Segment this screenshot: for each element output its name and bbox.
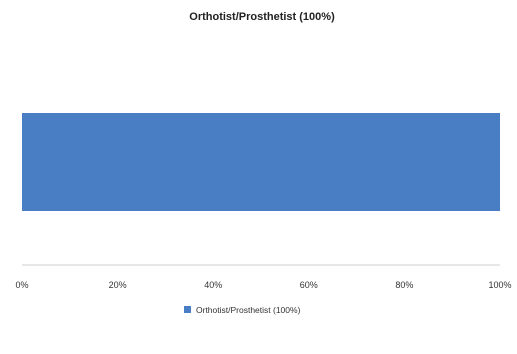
chart-title: Orthotist/Prosthetist (100%) — [189, 11, 335, 23]
x-tick-label: 40% — [204, 280, 222, 290]
x-tick-label: 20% — [109, 280, 127, 290]
legend: Orthotist/Prosthetist (100%) — [184, 305, 301, 315]
bars-group — [22, 113, 500, 211]
x-tick-label: 0% — [15, 280, 28, 290]
bar-0-0 — [22, 113, 500, 211]
x-tick-label: 60% — [300, 280, 318, 290]
legend-label: Orthotist/Prosthetist (100%) — [196, 305, 301, 315]
x-tick-label: 100% — [488, 280, 511, 290]
legend-swatch — [184, 306, 191, 313]
x-tick-label: 80% — [395, 280, 413, 290]
x-axis-ticks: 0% 20% 40% 60% 80% 100% — [15, 280, 511, 290]
